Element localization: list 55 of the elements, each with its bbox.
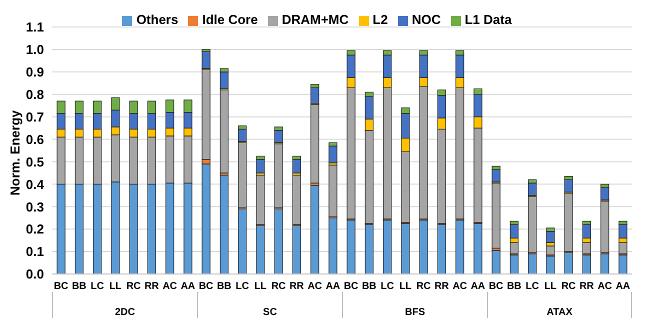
legend-label: Others [136,12,178,27]
legend-label: NOC [412,12,441,27]
y-tick-label: 0.2 [26,222,44,237]
y-tick-label: 0.8 [26,86,44,102]
x-tick-label: BB [362,281,376,292]
x-tick-label: RR [579,281,595,292]
x-tick-label: LL [254,281,267,292]
x-tick-label: RR [144,281,160,292]
x-tick-label: RC [271,281,286,292]
x-tick-label: AA [470,281,486,292]
x-tick-label: LC [380,281,394,292]
y-tick-label: 0.7 [26,109,44,124]
x-tick-label: RC [416,281,431,292]
x-tick-label: BC [344,281,358,292]
x-tick-label: AA [180,281,196,292]
legend-label: L2 [372,12,388,27]
y-tick-label: 0.0 [26,266,44,282]
y-tick-label: 0.1 [26,244,44,260]
text: 2DC [114,307,135,318]
x-tick-label: RC [126,281,141,292]
y-tick-label: 0.3 [26,199,44,214]
x-tick-label: AC [308,281,322,292]
legend-label: L1 Data [464,12,512,27]
y-axis-title: Norm. Energy [8,109,23,196]
x-tick-label: LL [399,281,412,292]
x-tick-label: BC [488,281,504,292]
x-tick-label: BC [54,281,68,292]
y-tick-label: 0.5 [26,154,44,170]
x-tick-label: LC [90,281,104,292]
y-tick-label: 0.6 [26,132,44,147]
x-tick-label: LC [526,281,539,292]
x-tick-label: LC [236,281,249,292]
y-tick-label: 1.0 [26,42,44,58]
x-tick-label: LL [544,281,557,292]
x-tick-label: BB [506,281,522,292]
x-tick-label: BB [72,281,86,292]
x-tick-label: RR [289,281,305,292]
x-tick-label: AC [598,281,612,292]
x-tick-label: BC [198,281,214,292]
y-tick-label: 1.1 [26,20,44,35]
x-tick-label: AA [326,281,340,292]
x-tick-label: RC [561,281,576,292]
text: ATAX [546,307,572,318]
x-tick-label: AA [616,281,630,292]
legend-label: Idle Core [202,12,258,27]
legend-label: DRAM+MC [282,12,349,27]
text: SC [263,307,277,318]
x-tick-label: BB [216,281,232,292]
x-tick-label: LL [109,281,122,292]
y-tick-label: 0.4 [26,176,45,192]
x-tick-label: RR [434,281,450,292]
x-tick-label: AC [162,281,178,292]
x-tick-label: AC [452,281,468,292]
y-tick-label: 0.9 [26,64,44,80]
text: BFS [405,307,425,318]
